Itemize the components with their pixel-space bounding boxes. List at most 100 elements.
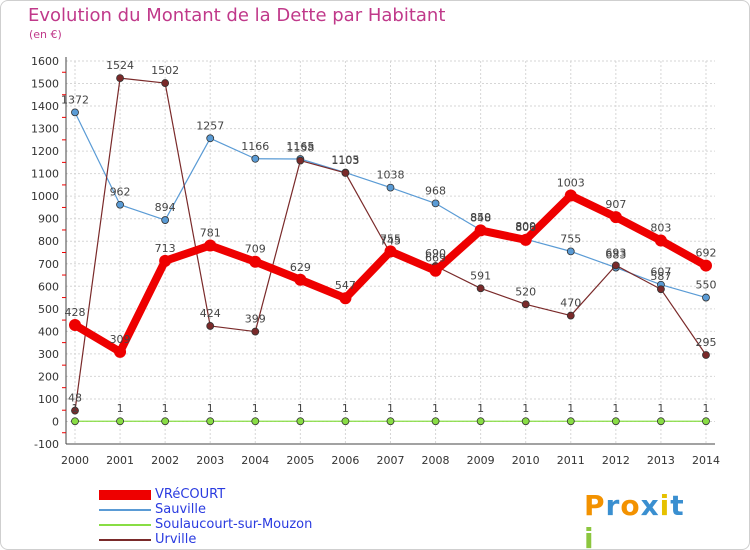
- data-label: 745: [380, 235, 401, 248]
- data-point: [384, 245, 397, 258]
- data-point: [116, 74, 124, 83]
- data-label: 962: [110, 186, 131, 199]
- data-point: [519, 233, 532, 246]
- legend-item-sauville[interactable]: Sauville: [99, 502, 359, 518]
- x-tick-label: 2006: [331, 454, 359, 467]
- data-point: [431, 417, 440, 426]
- data-label: 1372: [61, 93, 89, 106]
- data-label: 690: [425, 247, 446, 260]
- data-label: 692: [695, 247, 716, 260]
- data-point: [702, 417, 710, 426]
- logo-letter: o: [620, 489, 641, 522]
- data-label: 48: [68, 392, 82, 405]
- axes: [62, 57, 715, 445]
- x-tick-label: 2012: [602, 454, 630, 467]
- data-point: [296, 417, 305, 426]
- data-point: [114, 345, 127, 358]
- data-point: [341, 417, 350, 426]
- data-point: [657, 285, 665, 294]
- y-tick-label: 1000: [31, 190, 59, 203]
- data-label: 1166: [241, 140, 269, 153]
- legend-item-vrecourt[interactable]: VRéCOURT: [99, 487, 359, 503]
- data-point: [386, 417, 395, 426]
- data-point: [206, 322, 215, 330]
- y-tick-label: 200: [38, 370, 59, 383]
- series-lines: [69, 74, 712, 426]
- data-point: [161, 216, 170, 224]
- data-label: 1: [567, 402, 574, 415]
- data-label: 1: [522, 402, 529, 415]
- data-label: 850: [470, 211, 491, 224]
- x-tick-label: 2000: [61, 454, 89, 467]
- data-label: 693: [605, 246, 626, 259]
- data-label: 894: [155, 201, 176, 214]
- data-label: 591: [470, 269, 491, 282]
- data-point: [161, 417, 170, 426]
- data-point: [71, 406, 79, 415]
- legend-label: Soulaucourt-sur-Mouzon: [155, 517, 313, 532]
- x-tick-label: 2010: [512, 454, 540, 467]
- data-point: [474, 224, 487, 237]
- data-label: 629: [290, 261, 311, 274]
- legend-swatch-vrecourt: [99, 490, 151, 500]
- data-point: [71, 108, 79, 117]
- data-labels: 428 309 713 781 709 629 547 755 669 848 806 1003 907…: [61, 59, 716, 415]
- data-label: 781: [200, 227, 221, 240]
- data-label: 1: [72, 402, 79, 415]
- x-tick-labels: 2000 2001 2002 2003 2004 2005 2006 2007 2008 2009…: [61, 454, 720, 467]
- logo-letter: t: [670, 489, 685, 522]
- data-label: 683: [605, 249, 626, 262]
- data-point: [566, 247, 575, 256]
- data-point: [654, 234, 667, 247]
- data-label: 1: [162, 402, 169, 415]
- data-point: [521, 417, 530, 426]
- data-label: 1103: [331, 154, 359, 167]
- data-point: [476, 284, 485, 293]
- data-label: 1524: [106, 59, 134, 72]
- data-label: 1: [207, 402, 214, 415]
- x-tick-label: 2009: [467, 454, 495, 467]
- data-label: 1: [477, 402, 484, 415]
- data-label: 806: [515, 221, 536, 234]
- data-point: [699, 259, 712, 272]
- data-point: [341, 169, 350, 177]
- data-label: 428: [65, 306, 86, 319]
- x-tick-label: 2013: [647, 454, 675, 467]
- data-label: 1038: [376, 169, 404, 182]
- data-point: [159, 254, 172, 267]
- data-label: 587: [650, 270, 671, 283]
- data-label: 1: [432, 402, 439, 415]
- y-tick-label: 1500: [31, 78, 59, 91]
- data-point: [116, 200, 124, 209]
- data-point: [609, 211, 622, 224]
- data-point: [294, 273, 307, 286]
- data-point: [611, 261, 620, 270]
- legend-label: Urville: [155, 532, 197, 547]
- y-tick-label: 900: [38, 213, 59, 226]
- data-point: [251, 154, 260, 163]
- y-tick-label: -100: [34, 438, 59, 451]
- data-point: [71, 417, 79, 426]
- data-point: [657, 417, 665, 426]
- data-label: 607: [650, 266, 671, 279]
- data-label: 1: [342, 402, 349, 415]
- chart-title: Evolution du Montant de la Dette par Hab…: [28, 5, 446, 26]
- data-label: 755: [380, 232, 401, 245]
- data-label: 1257: [196, 119, 224, 132]
- data-label: 424: [200, 307, 221, 320]
- data-point: [206, 417, 215, 426]
- data-label: 309: [110, 333, 131, 346]
- chart-unit-label: (en €): [29, 28, 62, 41]
- y-tick-label: 100: [38, 393, 59, 406]
- y-tick-label: 1400: [31, 100, 59, 113]
- y-tick-label: 1600: [31, 55, 59, 68]
- x-tick-label: 2004: [241, 454, 269, 467]
- y-tick-label: 500: [38, 303, 59, 316]
- legend-item-soulaucourt[interactable]: Soulaucourt-sur-Mouzon: [99, 517, 359, 533]
- data-label: 713: [155, 242, 176, 255]
- logo-letter: i: [659, 489, 671, 522]
- logo-letter: P: [584, 489, 606, 522]
- data-point: [296, 156, 305, 165]
- data-point: [564, 189, 577, 202]
- legend-item-urville[interactable]: Urville: [99, 532, 359, 548]
